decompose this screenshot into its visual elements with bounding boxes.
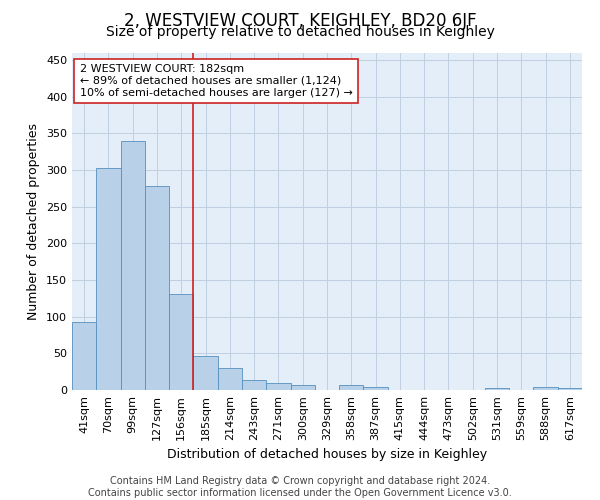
Bar [96,168,121,390]
Text: 2, WESTVIEW COURT, KEIGHLEY, BD20 6JF: 2, WESTVIEW COURT, KEIGHLEY, BD20 6JF [124,12,476,30]
Text: Size of property relative to detached houses in Keighley: Size of property relative to detached ho… [106,25,494,39]
Bar [266,384,290,390]
Bar [339,385,364,390]
Bar [558,388,582,390]
X-axis label: Distribution of detached houses by size in Keighley: Distribution of detached houses by size … [167,448,487,462]
Bar [485,388,509,390]
Bar [242,380,266,390]
Bar [290,385,315,390]
Bar [193,356,218,390]
Bar [364,387,388,390]
Bar [121,140,145,390]
Bar [218,368,242,390]
Bar [145,186,169,390]
Bar [72,322,96,390]
Text: 2 WESTVIEW COURT: 182sqm
← 89% of detached houses are smaller (1,124)
10% of sem: 2 WESTVIEW COURT: 182sqm ← 89% of detach… [80,64,353,98]
Text: Contains HM Land Registry data © Crown copyright and database right 2024.
Contai: Contains HM Land Registry data © Crown c… [88,476,512,498]
Y-axis label: Number of detached properties: Number of detached properties [28,122,40,320]
Bar [169,294,193,390]
Bar [533,387,558,390]
